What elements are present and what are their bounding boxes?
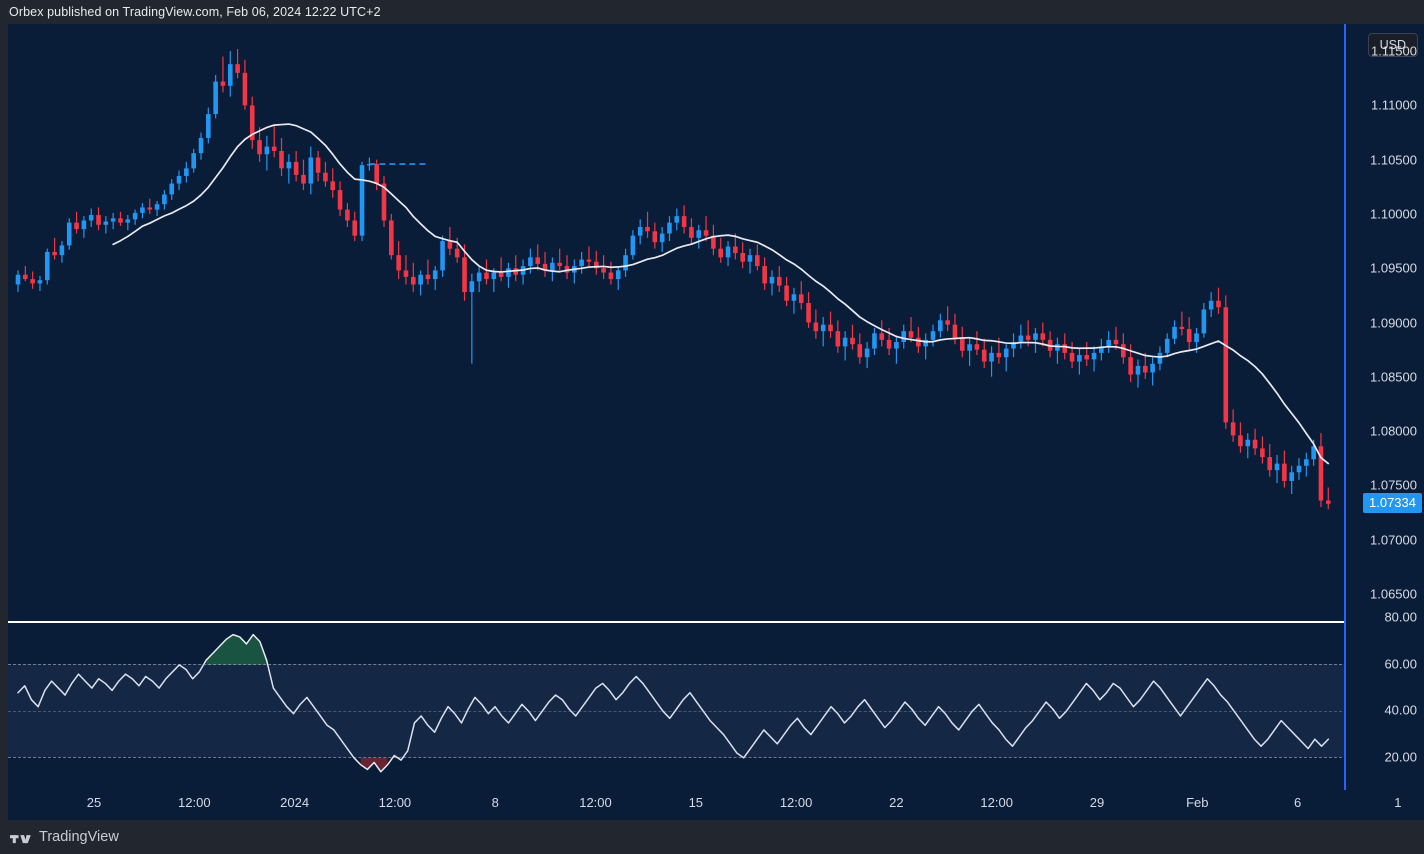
rsi-overbought-line	[8, 664, 1352, 666]
price-axis-tick: 1.11500	[1370, 43, 1417, 59]
rsi-axis-tick: 60.00	[1384, 656, 1417, 672]
rsi-axis-tick: 40.00	[1384, 702, 1417, 718]
current-price-badge: 1.07334	[1363, 493, 1422, 514]
price-axis-tick: 1.06500	[1370, 586, 1417, 602]
tradingview-brand-label: TradingView	[39, 829, 119, 845]
rsi-pane[interactable]	[8, 623, 1352, 795]
time-axis-tick: 12:00	[779, 795, 813, 810]
time-axis-tick: 8	[491, 795, 499, 810]
rsi-midband	[8, 664, 1352, 758]
rsi-axis-tick: 20.00	[1384, 749, 1417, 765]
price-axis[interactable]: USD 1.11500 1.11000 1.10500 1.10000 1.09500 1…	[1344, 24, 1424, 820]
pane-separator[interactable]	[8, 621, 1352, 623]
price-candlestick-svg	[15, 48, 1331, 510]
currency-badge[interactable]: USD	[1367, 33, 1418, 57]
time-axis-tick: 2024	[280, 795, 310, 810]
time-axis-tick: 12:00	[980, 795, 1013, 810]
time-axis-tick: 12:00	[579, 795, 612, 810]
time-axis-tick: 15	[688, 795, 704, 810]
price-axis-tick: 1.08500	[1370, 369, 1417, 385]
time-axis-tick: 12:00	[378, 795, 412, 810]
chart-frame	[8, 24, 1424, 820]
price-axis-tick: 1.10000	[1370, 206, 1417, 222]
time-axis-tick: 6	[1293, 795, 1302, 810]
price-axis-tick: 1.11000	[1370, 97, 1417, 113]
tradingview-logo-icon	[10, 830, 32, 844]
price-axis-tick: 1.09500	[1370, 260, 1417, 276]
time-axis-tick: 22	[889, 795, 904, 810]
chart-attribution-header: Orbex published on TradingView.com, Feb …	[0, 0, 1424, 24]
time-axis-tick: 29	[1089, 795, 1105, 810]
attribution-text: Orbex published on TradingView.com, Feb …	[9, 5, 381, 19]
time-axis-tick: 1	[1394, 795, 1402, 810]
rsi-axis-tick: 80.00	[1384, 609, 1417, 625]
time-axis[interactable]: 25 12:00 2024 12:00 8 12:00 15 12:00 22 12:00 29 Fe…	[8, 790, 1424, 820]
rsi-line-svg	[17, 633, 1330, 773]
chart-footer: TradingView	[0, 820, 1424, 854]
time-axis-tick: 25	[86, 795, 102, 810]
price-axis-tick: 1.07500	[1370, 477, 1417, 493]
price-axis-tick: 1.07000	[1370, 532, 1417, 548]
price-pane[interactable]	[8, 24, 1352, 621]
time-axis-tick: Feb	[1186, 795, 1209, 810]
time-axis-tick: 12:00	[178, 795, 211, 810]
price-axis-tick: 1.09000	[1370, 315, 1417, 330]
price-axis-tick: 1.10500	[1370, 152, 1417, 168]
rsi-oversold-line	[8, 757, 1352, 759]
axis-accent-line	[1344, 24, 1346, 820]
rsi-midline	[8, 710, 1352, 712]
price-axis-tick: 1.08000	[1370, 423, 1417, 439]
